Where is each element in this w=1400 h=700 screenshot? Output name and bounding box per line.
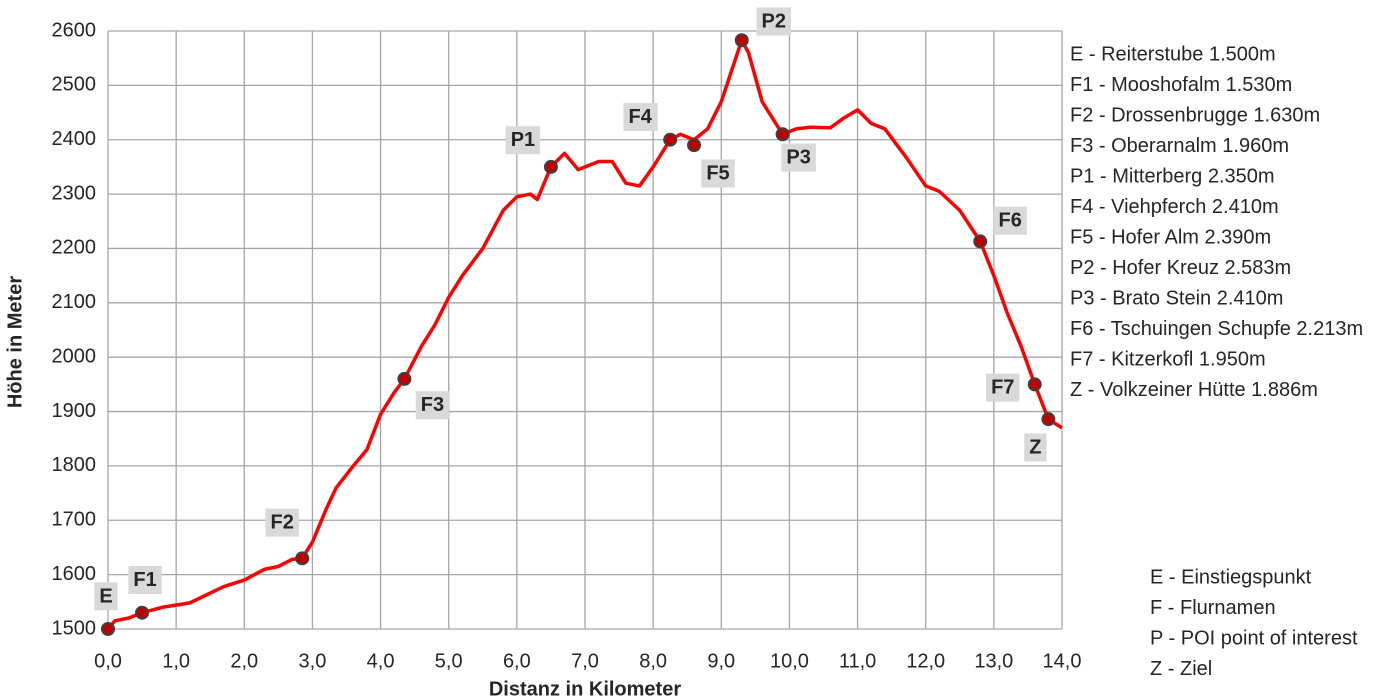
- poi-list-item: F2 - Drossenbrugge 1.630m: [1070, 104, 1320, 126]
- y-tick-label: 2000: [52, 345, 97, 367]
- x-tick-label: 13,0: [974, 650, 1013, 672]
- x-tick-label: 8,0: [639, 650, 667, 672]
- y-tick-label: 1600: [52, 563, 97, 585]
- poi-label-box: [993, 206, 1027, 235]
- x-tick-label: 7,0: [571, 650, 599, 672]
- poi-list-item: F7 - Kitzerkofl 1.950m: [1070, 348, 1266, 370]
- key-item: F - Flurnamen: [1150, 597, 1276, 619]
- y-tick-label: 2600: [52, 19, 97, 41]
- poi-list-item: Z - Volkzeiner Hütte 1.886m: [1070, 379, 1318, 401]
- x-tick-label: 1,0: [162, 650, 190, 672]
- poi-marker: [295, 551, 310, 566]
- y-axis-title: Höhe in Meter: [4, 276, 26, 408]
- poi-label: P2: [761, 11, 785, 33]
- x-tick-label: 10,0: [770, 650, 809, 672]
- poi-label: P3: [786, 147, 810, 169]
- key-item: P - POI point of interest: [1150, 627, 1358, 649]
- x-tick-label: 12,0: [906, 650, 945, 672]
- poi-label: Z: [1029, 436, 1041, 458]
- poi-marker: [397, 371, 412, 386]
- poi-list-item: P1 - Mitterberg 2.350m: [1070, 165, 1275, 187]
- poi-label-box: [701, 159, 735, 188]
- x-tick-label: 9,0: [707, 650, 735, 672]
- poi-label: F6: [999, 210, 1022, 232]
- x-tick-label: 11,0: [839, 650, 876, 672]
- poi-label-box: [756, 7, 791, 36]
- y-tick-label: 2200: [52, 237, 97, 259]
- poi-label-box: [623, 103, 658, 132]
- poi-label: P1: [511, 129, 535, 151]
- poi-list-item: E - Reiterstube 1.500m: [1070, 43, 1276, 65]
- poi-marker: [687, 138, 702, 153]
- key-item: Z - Ziel: [1150, 658, 1212, 680]
- poi-label: F4: [629, 106, 653, 128]
- poi-list-item: P3 - Brato Stein 2.410m: [1070, 287, 1283, 309]
- poi-label-box: [415, 391, 450, 420]
- poi-list-item: P2 - Hofer Kreuz 2.583m: [1070, 257, 1291, 279]
- poi-list-item: F1 - Mooshofalm 1.530m: [1070, 74, 1292, 96]
- poi-list-item: F6 - Tschuingen Schupfe 2.213m: [1070, 318, 1363, 340]
- poi-label: F3: [421, 394, 444, 416]
- y-tick-label: 1900: [52, 400, 97, 422]
- poi-label-box: [1024, 433, 1047, 462]
- x-tick-label: 2,0: [230, 650, 258, 672]
- poi-label: F7: [991, 377, 1014, 399]
- poi-label: E: [99, 585, 112, 607]
- y-tick-label: 2300: [52, 182, 97, 204]
- poi-label: F2: [271, 512, 294, 534]
- poi-marker: [973, 234, 988, 249]
- poi-marker: [135, 605, 150, 620]
- poi-marker: [101, 622, 115, 636]
- poi-marker: [734, 33, 749, 48]
- poi-marker: [1041, 412, 1056, 427]
- key-item: E - Einstiegspunkt: [1150, 566, 1312, 588]
- x-tick-label: 3,0: [299, 650, 327, 672]
- poi-label-box: [505, 126, 541, 155]
- y-tick-label: 1800: [52, 454, 97, 476]
- y-tick-label: 1700: [52, 509, 97, 531]
- y-tick-label: 2500: [52, 74, 97, 96]
- x-tick-label: 5,0: [435, 650, 463, 672]
- poi-marker: [775, 127, 790, 142]
- poi-marker: [1027, 377, 1042, 392]
- poi-label-box: [986, 373, 1020, 402]
- poi-label-box: [94, 582, 118, 611]
- poi-list-item: F3 - Oberarnalm 1.960m: [1070, 135, 1289, 157]
- poi-label-box: [128, 565, 162, 594]
- poi-marker: [543, 159, 558, 174]
- x-tick-label: 4,0: [367, 650, 395, 672]
- y-tick-label: 2400: [52, 128, 97, 150]
- y-tick-label: 2100: [52, 291, 97, 313]
- poi-list-item: F5 - Hofer Alm 2.390m: [1070, 226, 1271, 248]
- elevation-line: [106, 38, 1063, 631]
- poi-label-box: [265, 508, 299, 537]
- poi-label: F1: [133, 569, 156, 591]
- x-tick-label: 6,0: [503, 650, 531, 672]
- x-axis-title: Distanz in Kilometer: [489, 678, 681, 700]
- x-tick-label: 0,0: [94, 650, 122, 672]
- poi-label-box: [781, 143, 816, 172]
- poi-label: F5: [706, 162, 729, 184]
- x-tick-label: 14,0: [1043, 650, 1082, 672]
- poi-list-item: F4 - Viehpferch 2.410m: [1070, 196, 1279, 218]
- poi-marker: [663, 132, 678, 147]
- y-tick-label: 1500: [52, 617, 97, 639]
